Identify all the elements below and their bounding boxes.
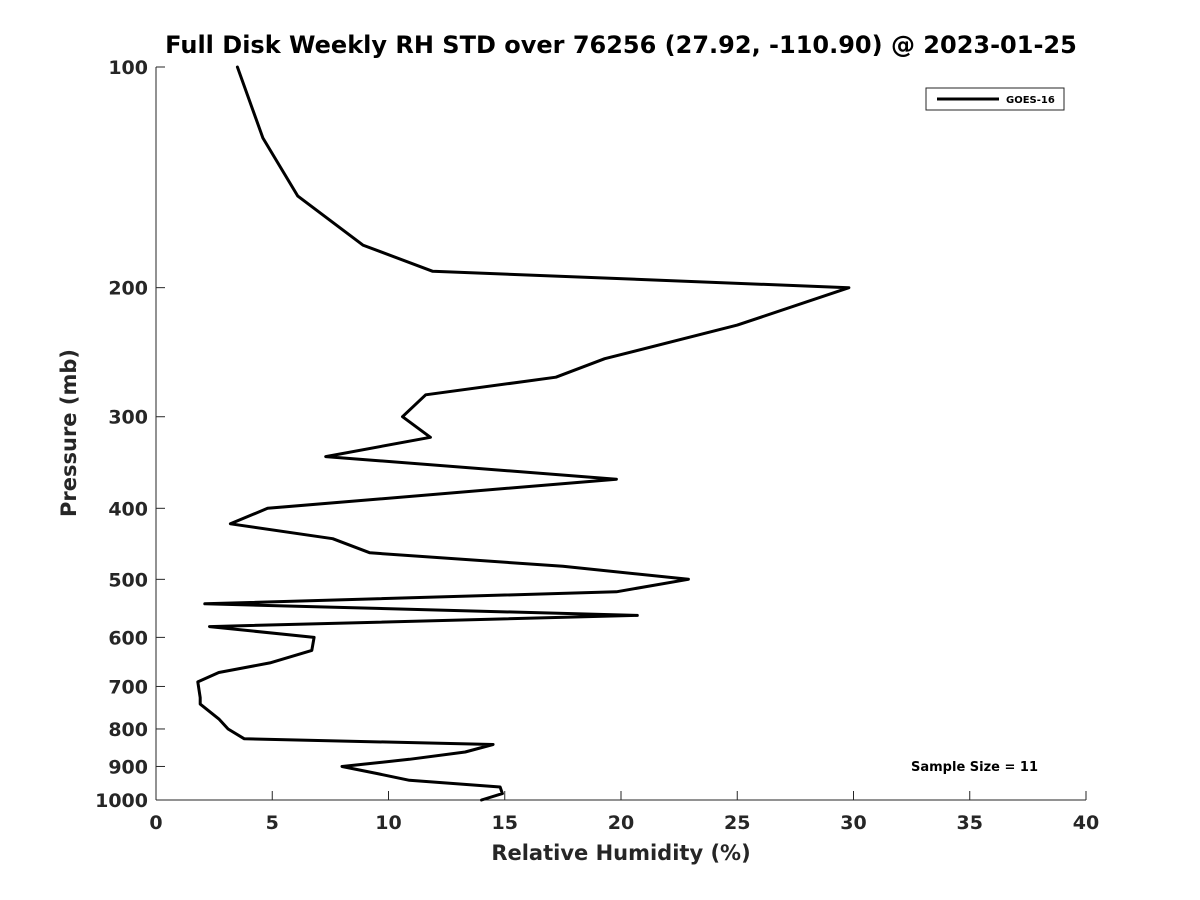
y-tick-label: 1000: [95, 790, 148, 812]
y-tick-label: 100: [108, 57, 148, 79]
y-tick-label: 300: [108, 407, 148, 429]
y-axis-label: Pressure (mb): [57, 349, 81, 517]
x-tick-label: 5: [266, 812, 279, 834]
y-tick-label: 900: [108, 756, 148, 778]
sample-size-annotation: Sample Size = 11: [911, 760, 1038, 775]
legend-label-goes-16: GOES-16: [1006, 95, 1055, 106]
series-line-goes-16: [196, 65, 851, 802]
x-tick-label: 10: [375, 812, 401, 834]
x-tick-label: 30: [840, 812, 866, 834]
x-axis-label: Relative Humidity (%): [491, 841, 750, 865]
legend: GOES-16: [925, 87, 1065, 111]
series-layer: [196, 65, 851, 802]
x-tick-label: 20: [608, 812, 634, 834]
x-axis-ticks: 0 5 10 15 20 25 30 35 40: [149, 791, 1099, 834]
y-tick-label: 800: [108, 719, 148, 741]
x-tick-label: 15: [492, 812, 518, 834]
y-tick-label: 700: [108, 676, 148, 698]
chart-title: Full Disk Weekly RH STD over 76256 (27.9…: [165, 31, 1077, 59]
x-tick-label: 40: [1073, 812, 1099, 834]
x-tick-label: 0: [149, 812, 162, 834]
x-tick-label: 25: [724, 812, 750, 834]
y-axis-ticks: 100 200 300 400 500 600 700 800 900 1000: [95, 57, 165, 812]
x-tick-label: 35: [957, 812, 983, 834]
y-tick-label: 500: [108, 569, 148, 591]
y-tick-label: 600: [108, 627, 148, 649]
y-tick-label: 400: [108, 498, 148, 520]
y-tick-label: 200: [108, 278, 148, 300]
